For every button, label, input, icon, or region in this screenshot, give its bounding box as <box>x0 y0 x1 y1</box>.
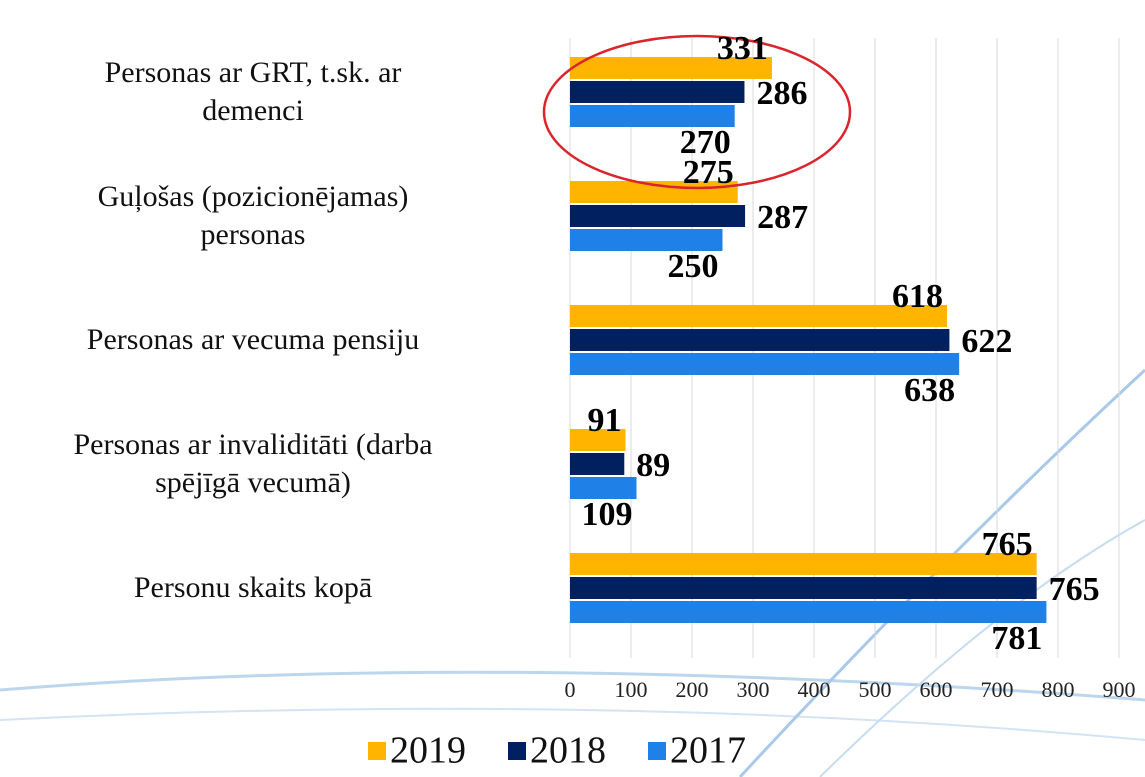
legend-swatch <box>648 742 666 760</box>
x-tick-label: 500 <box>859 677 892 702</box>
data-label: 618 <box>892 278 943 315</box>
bar <box>570 577 1037 599</box>
bar <box>570 81 745 103</box>
bar <box>570 229 723 251</box>
x-tick-label: 400 <box>798 677 831 702</box>
bar <box>570 305 947 327</box>
data-label: 331 <box>717 30 768 67</box>
x-tick-label: 0 <box>565 677 576 702</box>
legend-swatch <box>508 742 526 760</box>
x-tick-label: 200 <box>676 677 709 702</box>
data-label: 765 <box>1049 571 1100 608</box>
category-label: Personas ar invaliditāti (darba spējīgā … <box>73 428 433 499</box>
bar <box>570 181 738 203</box>
data-label: 275 <box>683 154 734 191</box>
data-label: 91 <box>588 402 622 439</box>
category-label: Personas ar GRT, t.sk. ar demenci <box>104 56 402 127</box>
bar <box>570 57 772 79</box>
bar <box>570 553 1037 575</box>
data-label: 287 <box>757 199 808 236</box>
highlight-ellipse <box>542 34 852 190</box>
data-label: 765 <box>982 526 1033 563</box>
bar <box>570 353 960 375</box>
data-label: 109 <box>581 496 632 533</box>
x-tick-label: 900 <box>1103 677 1136 702</box>
x-tick-label: 600 <box>920 677 953 702</box>
bar <box>570 453 625 475</box>
data-label: 638 <box>904 372 955 409</box>
bar <box>570 205 746 227</box>
data-label: 622 <box>961 323 1012 360</box>
x-tick-label: 700 <box>981 677 1014 702</box>
x-tick-label: 100 <box>615 677 648 702</box>
bar <box>570 105 735 127</box>
data-label: 250 <box>668 248 719 285</box>
legend-swatch <box>368 742 386 760</box>
data-label: 270 <box>680 124 731 161</box>
data-label: 89 <box>636 447 670 484</box>
legend-label: 2017 <box>670 730 746 772</box>
category-label: Personu skaits kopā <box>133 571 373 604</box>
category-label: Personas ar vecuma pensiju <box>86 323 420 356</box>
bar <box>570 429 626 451</box>
bar <box>570 477 637 499</box>
legend-label: 2018 <box>530 730 606 772</box>
bar <box>570 329 950 351</box>
bar <box>570 601 1047 623</box>
x-tick-label: 300 <box>737 677 770 702</box>
data-label: 286 <box>756 75 807 112</box>
x-tick-label: 800 <box>1042 677 1075 702</box>
legend-label: 2019 <box>390 730 466 772</box>
data-label: 781 <box>991 620 1042 657</box>
category-label: Guļošas (pozicionējamas) personas <box>97 180 409 251</box>
